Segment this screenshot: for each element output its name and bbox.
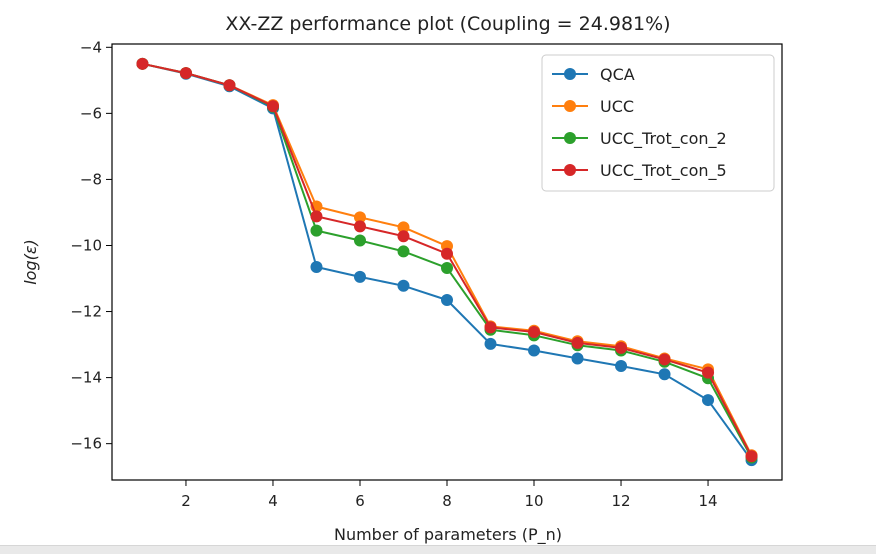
data-point: [441, 247, 453, 260]
window-bottom-bar: [0, 545, 876, 554]
y-tick-label: −10: [70, 236, 102, 254]
data-point: [571, 352, 584, 365]
y-tick-label: −8: [80, 170, 102, 188]
legend-label: UCC_Trot_con_5: [600, 161, 727, 181]
data-point: [397, 279, 410, 292]
data-point: [745, 450, 758, 463]
x-tick-label: 8: [442, 492, 452, 510]
data-point: [615, 360, 628, 373]
legend-marker: [564, 100, 576, 112]
data-point: [310, 260, 323, 273]
x-tick-label: 12: [611, 492, 630, 510]
y-tick-label: −12: [70, 303, 102, 321]
x-tick-label: 14: [698, 492, 717, 510]
x-tick-label: 2: [181, 492, 191, 510]
axes-frame: [111, 43, 783, 481]
data-point: [484, 321, 497, 334]
legend-box: [541, 54, 775, 192]
data-point: [441, 293, 453, 306]
data-point: [658, 368, 671, 381]
data-point: [136, 57, 149, 70]
x-tick-label: 4: [268, 492, 278, 510]
y-tick-label: −6: [80, 104, 102, 122]
x-tick-label: 6: [355, 492, 365, 510]
legend-label: UCC: [600, 97, 634, 116]
legend-marker: [564, 164, 576, 176]
legend-marker: [564, 132, 576, 144]
data-point: [702, 394, 715, 407]
x-axis-label: Number of parameters (P_n): [334, 525, 562, 545]
data-point: [528, 326, 541, 339]
data-point: [397, 245, 410, 258]
chart-title: XX-ZZ performance plot (Coupling = 24.98…: [225, 13, 670, 35]
y-tick-label: −4: [80, 38, 102, 56]
data-point: [571, 336, 584, 349]
legend-label: UCC_Trot_con_2: [600, 129, 727, 149]
data-point: [397, 230, 410, 243]
y-axis-label: log(ε): [21, 239, 40, 285]
data-point: [702, 366, 715, 379]
data-point: [353, 220, 366, 233]
data-point: [310, 210, 323, 223]
y-tick-label: −14: [70, 369, 102, 387]
data-point: [353, 234, 366, 247]
data-point: [658, 353, 671, 366]
data-point: [353, 211, 366, 224]
y-tick-label: −16: [70, 435, 102, 453]
data-point: [310, 224, 323, 237]
legend-label: QCA: [600, 65, 635, 84]
legend: QCA UCC UCC_Trot_con_2 UCC_Trot_con_5: [541, 54, 775, 192]
legend-marker: [564, 68, 576, 80]
data-point: [441, 261, 453, 274]
data-point: [615, 341, 628, 354]
data-point: [528, 344, 541, 357]
data-point: [223, 79, 236, 92]
data-point: [484, 337, 497, 350]
data-point: [397, 221, 410, 234]
data-point: [179, 67, 192, 80]
data-point: [353, 270, 366, 283]
x-tick-label: 10: [524, 492, 543, 510]
data-point: [266, 100, 279, 113]
